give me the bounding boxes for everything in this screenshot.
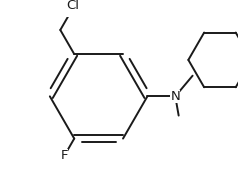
Text: N: N	[170, 90, 179, 103]
Text: Cl: Cl	[66, 0, 79, 12]
Text: F: F	[60, 149, 68, 162]
